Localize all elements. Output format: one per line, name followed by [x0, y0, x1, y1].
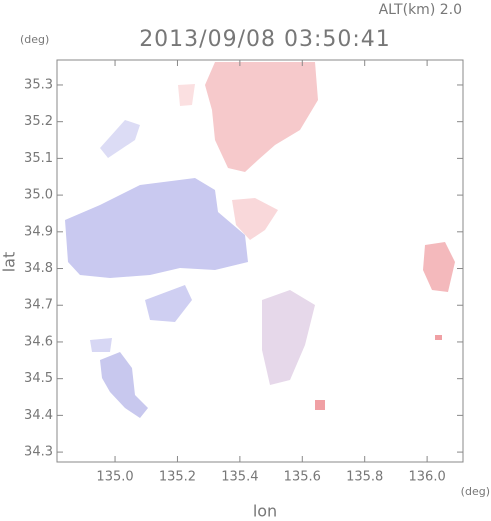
- y-tick-label: 35.0: [24, 188, 53, 203]
- echo-blue: [100, 120, 140, 158]
- chart-subtitle: ALT(km) 2.0: [379, 2, 462, 18]
- y-tick-label: 34.6: [24, 334, 53, 349]
- y-tick-label: 34.5: [24, 371, 53, 386]
- echo-blue: [100, 352, 148, 418]
- echo-red: [423, 242, 455, 292]
- x-axis-label: lon: [253, 502, 277, 521]
- echo-blue: [90, 338, 112, 352]
- echo-blue: [145, 285, 192, 322]
- y-tick-label: 34.3: [24, 445, 53, 460]
- echo-blue: [65, 178, 248, 278]
- plot-frame: [56, 59, 464, 463]
- x-unit: (deg): [461, 485, 490, 498]
- y-tick-label: 35.1: [24, 151, 53, 166]
- y-tick-label: 35.2: [24, 114, 53, 129]
- echo-red: [205, 62, 318, 172]
- x-tick-label: 135.4: [221, 470, 258, 485]
- chart-title: 2013/09/08 03:50:41: [139, 27, 391, 52]
- echo-red: [232, 198, 278, 240]
- x-tick-label: 135.8: [346, 470, 383, 485]
- y-tick-label: 34.9: [24, 224, 53, 239]
- y-tick-label: 34.8: [24, 261, 53, 276]
- y-unit: (deg): [20, 33, 49, 46]
- echo-red: [315, 400, 325, 410]
- echo-field: [65, 62, 455, 418]
- x-tick-label: 135.6: [284, 470, 321, 485]
- x-tick-label: 135.0: [96, 470, 133, 485]
- echo-red: [178, 84, 195, 106]
- echo-mixed: [262, 290, 315, 385]
- y-tick-label: 35.3: [24, 77, 53, 92]
- x-tick-label: 135.2: [159, 470, 196, 485]
- y-tick-label: 34.4: [24, 408, 53, 423]
- x-tick-label: 136.0: [409, 470, 446, 485]
- y-axis-label: lat: [0, 252, 19, 273]
- echo-red: [435, 335, 442, 340]
- y-tick-label: 34.7: [24, 298, 53, 313]
